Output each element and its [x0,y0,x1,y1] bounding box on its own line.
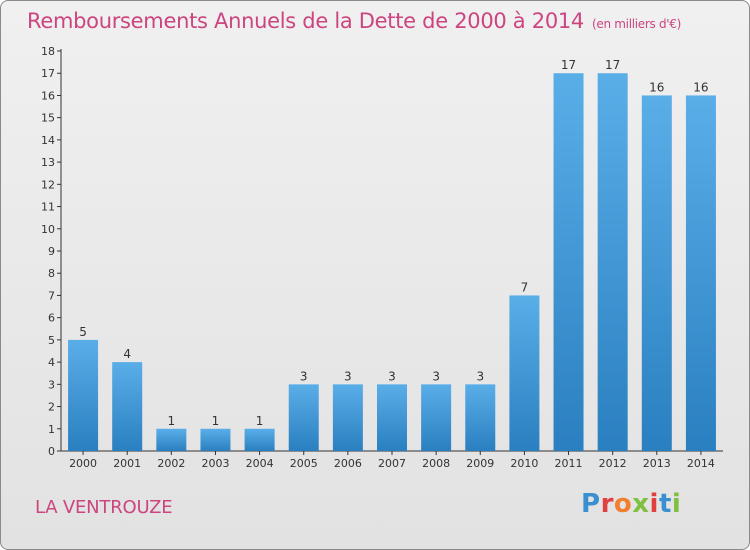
x-tick-label-2001: 2001 [113,457,141,470]
x-tick-label-2009: 2009 [466,457,494,470]
bar-2011 [553,73,584,451]
data-label-2007: 3 [388,369,396,383]
y-tick-label: 16 [41,89,55,102]
bar-2003 [200,428,231,451]
bar-2009 [465,384,496,451]
bar-2005 [288,384,319,451]
data-label-2013: 16 [649,80,664,94]
y-tick-label: 18 [41,45,55,58]
x-tick-label-2003: 2003 [201,457,229,470]
chart-title-text: Remboursements Annuels de la Dette de 20… [27,9,584,33]
y-tick-label: 3 [48,378,55,391]
y-tick-label: 17 [41,67,55,80]
data-label-2014: 16 [693,80,708,94]
y-tick-label: 6 [48,312,55,325]
data-label-2002: 1 [168,414,176,428]
bar-2008 [421,384,452,451]
bar-2013 [641,95,672,451]
x-tick-label-2007: 2007 [378,457,406,470]
data-label-2006: 3 [344,369,352,383]
data-label-2010: 7 [521,280,529,294]
logo-letter: P [581,489,601,519]
x-tick-label-2000: 2000 [69,457,97,470]
bar-2007 [377,384,407,451]
data-label-2005: 3 [300,369,308,383]
proxiti-logo: Proxiti [581,489,681,519]
bar-2006 [332,384,363,451]
y-tick-label: 12 [41,178,55,191]
logo-letter: r [600,489,614,519]
data-label-2011: 17 [561,58,576,72]
data-label-2008: 3 [432,369,440,383]
data-label-2003: 1 [212,414,220,428]
y-tick-label: 13 [41,156,55,169]
x-tick-label-2004: 2004 [246,457,274,470]
location-name: LA VENTROUZE [35,497,173,518]
y-tick-label: 4 [48,356,55,369]
logo-letter: o [613,489,633,519]
bar-2001 [112,362,143,451]
logo-letter: x [632,489,650,519]
y-tick-label: 2 [48,401,55,414]
bar-2004 [244,428,275,451]
x-tick-label-2006: 2006 [334,457,362,470]
x-tick-label-2013: 2013 [643,457,671,470]
data-label-2004: 1 [256,414,264,428]
y-tick-label: 7 [48,289,55,302]
bar-2012 [597,73,628,451]
y-tick-label: 1 [48,423,55,436]
y-tick-label: 10 [41,223,55,236]
data-label-2009: 3 [476,369,484,383]
data-label-2000: 5 [79,325,87,339]
bar-2010 [509,295,540,451]
y-tick-label: 11 [41,201,55,214]
y-tick-label: 8 [48,267,55,280]
y-tick-label: 5 [48,334,55,347]
y-tick-label: 14 [41,134,55,147]
x-tick-label-2005: 2005 [290,457,318,470]
x-tick-label-2008: 2008 [422,457,450,470]
data-label-2001: 4 [123,347,131,361]
bar-2000 [68,339,99,451]
x-tick-label-2002: 2002 [157,457,185,470]
logo-letter: i [671,489,682,519]
bar-2014 [685,95,716,451]
bar-2002 [156,428,187,451]
chart-subtitle: (en milliers d'€) [592,17,682,31]
data-label-2012: 17 [605,58,620,72]
x-tick-label-2010: 2010 [510,457,538,470]
logo-letter: t [658,489,672,519]
y-tick-label: 9 [48,245,55,258]
y-tick-label: 15 [41,112,55,125]
x-tick-label-2011: 2011 [555,457,583,470]
y-tick-label: 0 [48,445,55,458]
x-tick-label-2012: 2012 [599,457,627,470]
x-tick-label-2014: 2014 [687,457,715,470]
chart-title: Remboursements Annuels de la Dette de 20… [27,9,681,33]
logo-letter: i [649,489,659,519]
